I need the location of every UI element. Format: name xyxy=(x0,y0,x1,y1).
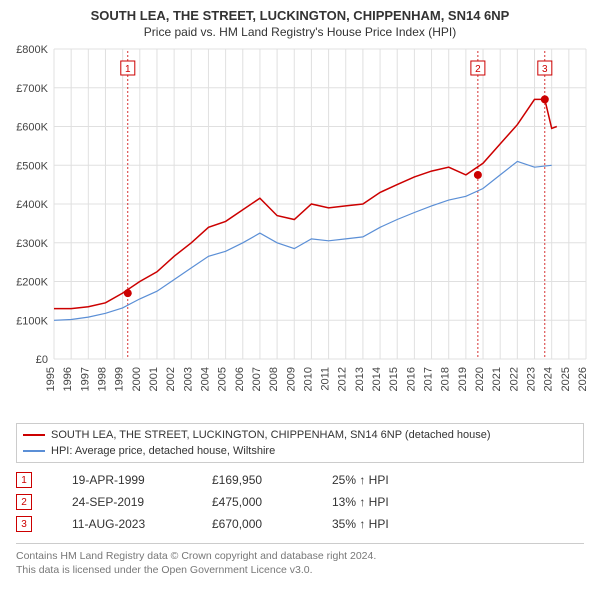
svg-text:2003: 2003 xyxy=(182,367,194,391)
footer-attribution: Contains HM Land Registry data © Crown c… xyxy=(16,543,584,577)
svg-text:1999: 1999 xyxy=(114,367,126,391)
svg-text:2005: 2005 xyxy=(217,367,229,391)
footer-line-2: This data is licensed under the Open Gov… xyxy=(16,563,584,577)
svg-text:2021: 2021 xyxy=(491,367,503,391)
chart-title-address: SOUTH LEA, THE STREET, LUCKINGTON, CHIPP… xyxy=(0,8,600,23)
svg-text:1997: 1997 xyxy=(79,367,91,391)
svg-text:2024: 2024 xyxy=(543,367,555,391)
svg-text:2002: 2002 xyxy=(165,367,177,391)
svg-text:£100K: £100K xyxy=(16,315,48,327)
event-marker-3: 3 xyxy=(16,516,32,532)
svg-text:1: 1 xyxy=(125,64,131,75)
svg-text:2023: 2023 xyxy=(526,367,538,391)
svg-text:£500K: £500K xyxy=(16,160,48,172)
footer-line-1: Contains HM Land Registry data © Crown c… xyxy=(16,549,584,563)
events-table: 1 19-APR-1999 £169,950 25% ↑ HPI 2 24-SE… xyxy=(16,469,584,535)
legend-item: SOUTH LEA, THE STREET, LUCKINGTON, CHIPP… xyxy=(23,427,577,443)
svg-text:2013: 2013 xyxy=(354,367,366,391)
svg-text:2007: 2007 xyxy=(251,367,263,391)
svg-text:1996: 1996 xyxy=(62,367,74,391)
svg-text:£600K: £600K xyxy=(16,122,48,134)
svg-text:2: 2 xyxy=(475,64,481,75)
legend-swatch xyxy=(23,450,45,452)
svg-text:2018: 2018 xyxy=(440,367,452,391)
event-date: 24-SEP-2019 xyxy=(72,495,172,509)
event-date: 19-APR-1999 xyxy=(72,473,172,487)
svg-text:2011: 2011 xyxy=(320,367,332,391)
event-row: 3 11-AUG-2023 £670,000 35% ↑ HPI xyxy=(16,513,584,535)
svg-text:2016: 2016 xyxy=(405,367,417,391)
event-pct: 25% ↑ HPI xyxy=(332,473,432,487)
legend-item: HPI: Average price, detached house, Wilt… xyxy=(23,443,577,459)
svg-text:£700K: £700K xyxy=(16,83,48,95)
svg-text:2006: 2006 xyxy=(234,367,246,391)
svg-text:2017: 2017 xyxy=(423,367,435,391)
event-date: 11-AUG-2023 xyxy=(72,517,172,531)
event-marker-2: 2 xyxy=(16,494,32,510)
line-chart-svg: £0 £100K £200K £300K £400K £500K £600K £700K £80… xyxy=(0,39,600,419)
chart-area: £0 £100K £200K £300K £400K £500K £600K £700K £80… xyxy=(0,39,600,419)
event-marker-1: 1 xyxy=(16,472,32,488)
svg-text:2010: 2010 xyxy=(302,367,314,391)
svg-text:2004: 2004 xyxy=(199,367,211,391)
svg-text:£300K: £300K xyxy=(16,238,48,250)
svg-text:1995: 1995 xyxy=(45,367,57,391)
svg-text:2020: 2020 xyxy=(474,367,486,391)
svg-text:£400K: £400K xyxy=(16,199,48,211)
legend: SOUTH LEA, THE STREET, LUCKINGTON, CHIPP… xyxy=(16,423,584,463)
event-price: £475,000 xyxy=(212,495,292,509)
svg-text:2015: 2015 xyxy=(388,367,400,391)
legend-swatch xyxy=(23,434,45,436)
svg-text:2019: 2019 xyxy=(457,367,469,391)
event-price: £169,950 xyxy=(212,473,292,487)
legend-label: HPI: Average price, detached house, Wilt… xyxy=(51,445,275,457)
svg-text:3: 3 xyxy=(542,64,548,75)
event-pct: 13% ↑ HPI xyxy=(332,495,432,509)
svg-text:£0: £0 xyxy=(36,354,48,366)
svg-text:2008: 2008 xyxy=(268,367,280,391)
event-row: 2 24-SEP-2019 £475,000 13% ↑ HPI xyxy=(16,491,584,513)
legend-label: SOUTH LEA, THE STREET, LUCKINGTON, CHIPP… xyxy=(51,429,491,441)
svg-text:£800K: £800K xyxy=(16,44,48,56)
svg-text:2009: 2009 xyxy=(285,367,297,391)
svg-text:2000: 2000 xyxy=(131,367,143,391)
svg-text:2012: 2012 xyxy=(337,367,349,391)
event-row: 1 19-APR-1999 £169,950 25% ↑ HPI xyxy=(16,469,584,491)
svg-text:1998: 1998 xyxy=(96,367,108,391)
svg-text:2022: 2022 xyxy=(508,367,520,391)
svg-text:2014: 2014 xyxy=(371,367,383,391)
svg-text:£200K: £200K xyxy=(16,277,48,289)
chart-title-subtitle: Price paid vs. HM Land Registry's House … xyxy=(0,25,600,39)
svg-text:2025: 2025 xyxy=(560,367,572,391)
event-price: £670,000 xyxy=(212,517,292,531)
event-pct: 35% ↑ HPI xyxy=(332,517,432,531)
svg-text:2001: 2001 xyxy=(148,367,160,391)
svg-text:2026: 2026 xyxy=(577,367,589,391)
